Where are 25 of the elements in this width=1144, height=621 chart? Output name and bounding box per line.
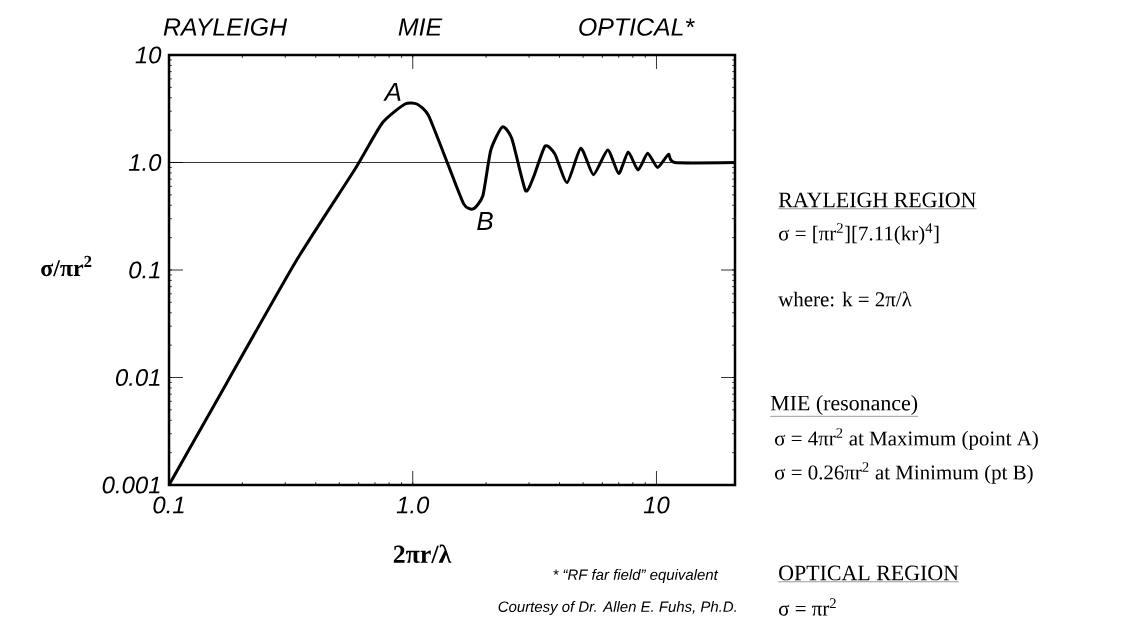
text: RAYLEIGH REGION: [778, 192, 976, 208]
y-tick-label: 10: [135, 46, 162, 64]
y-tick-label: 0.1: [129, 261, 160, 279]
x-tick-label: 10: [643, 496, 670, 514]
x-axis-title: 2πr/λ: [393, 544, 452, 563]
text: σ = 4πr$^{2}$ at Maximum (point A): [775, 428, 1038, 450]
text: where: k = 2π/λ: [778, 291, 912, 307]
x-tick-label: 1.0: [396, 496, 430, 514]
annotation: A: [383, 82, 401, 101]
y-tick-label: 0.001: [102, 476, 160, 494]
text: σ = 0.26πr$^{2}$ at Minimum (pt B): [775, 462, 1033, 484]
x-tick-label: 0.1: [153, 496, 184, 514]
text: OPTICAL REGION: [779, 565, 959, 581]
y-tick-label: 1.0: [128, 154, 162, 171]
text: σ = πr$^{2}$: [779, 598, 836, 616]
y-axis-title: σ/πr$^{2}$: [41, 255, 92, 277]
text: * “RF far field” equivalent: [553, 569, 719, 583]
text: OPTICAL*: [579, 18, 695, 36]
text: Courtesy of Dr. Allen E. Fuhs, Ph.D.: [498, 601, 736, 615]
y-tick-label: 0.01: [115, 369, 160, 386]
annotation: B: [477, 212, 493, 230]
text: RAYLEIGH: [163, 18, 288, 36]
text: MIE: [398, 18, 443, 36]
text: σ = [πr$^{2}$][7.11(kr)$^{4}$]: [779, 223, 939, 245]
text: MIE (resonance): [770, 395, 918, 415]
